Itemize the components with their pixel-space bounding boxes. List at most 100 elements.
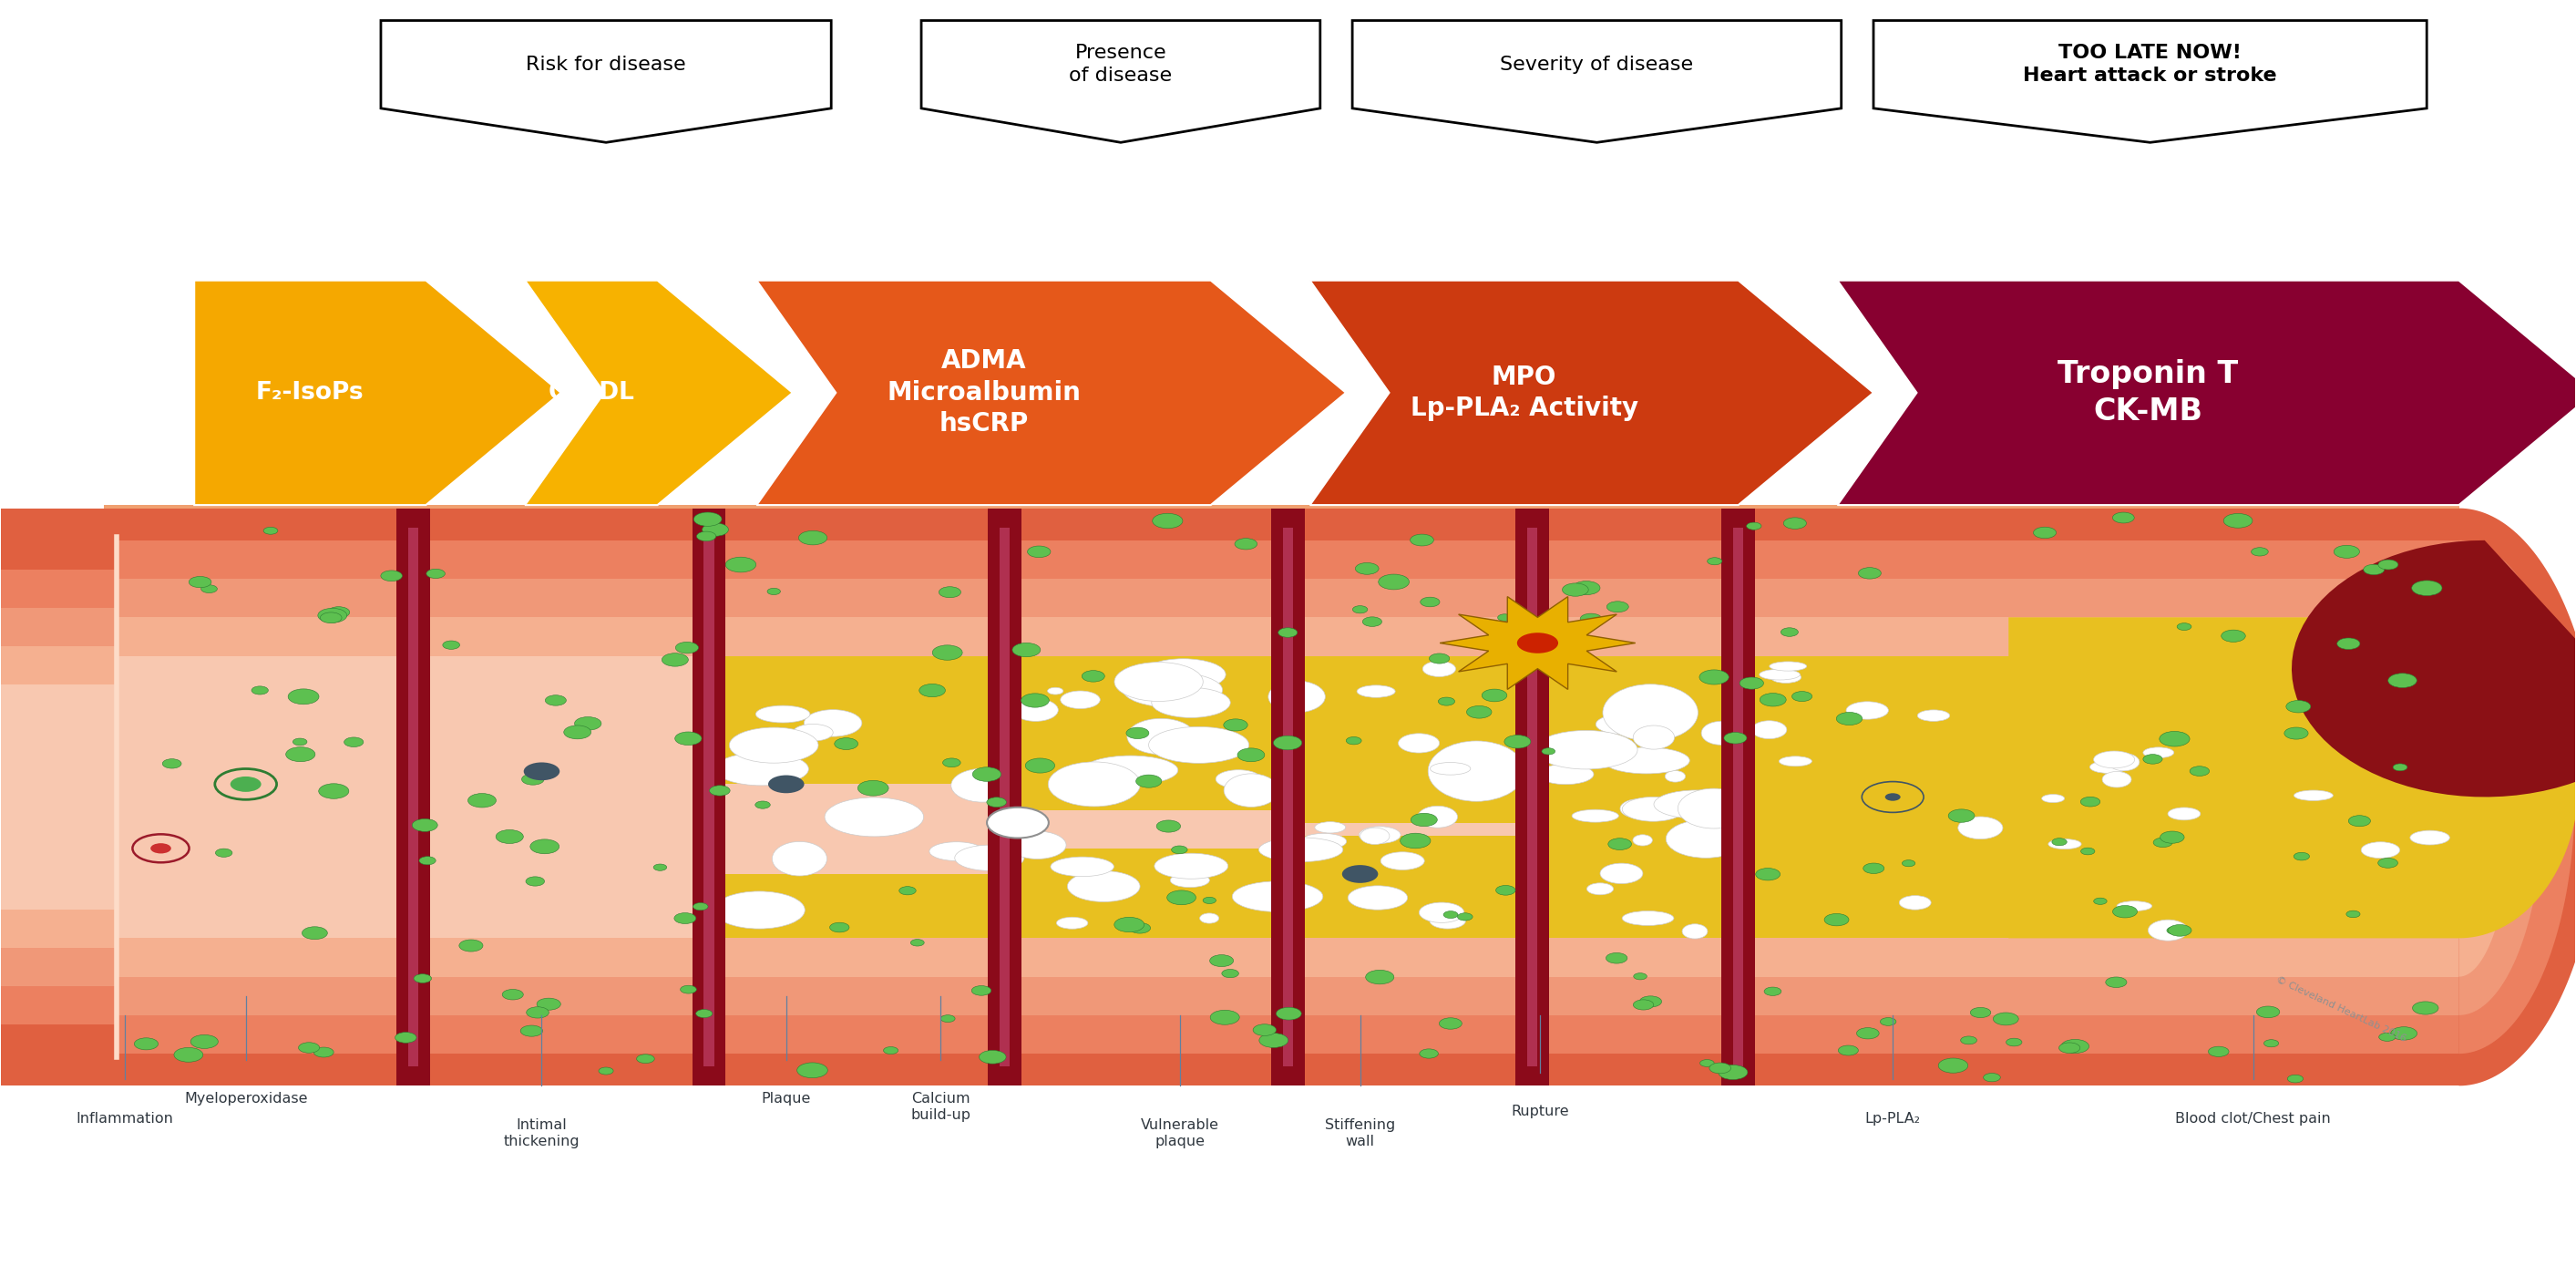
Circle shape [1224,719,1247,730]
Circle shape [2336,638,2360,649]
Polygon shape [2460,579,2545,1015]
Circle shape [2053,838,2066,846]
Circle shape [598,1067,613,1075]
Circle shape [564,725,590,739]
Ellipse shape [1066,871,1141,901]
FancyBboxPatch shape [0,579,2460,1015]
FancyBboxPatch shape [1734,527,1744,1066]
Circle shape [1365,970,1394,984]
Circle shape [1419,1049,1437,1058]
Circle shape [319,783,348,799]
Circle shape [2169,925,2192,936]
Circle shape [2391,1026,2416,1040]
Ellipse shape [1600,863,1643,883]
Ellipse shape [714,891,804,928]
Circle shape [294,738,307,746]
Circle shape [1167,890,1195,905]
Text: Inflammation: Inflammation [77,1111,173,1125]
Circle shape [1157,820,1180,832]
Ellipse shape [1056,917,1087,928]
Circle shape [675,913,696,923]
Circle shape [933,646,963,660]
Ellipse shape [2107,754,2141,770]
Circle shape [1638,997,1662,1007]
Circle shape [829,922,850,932]
Ellipse shape [2094,751,2136,768]
Circle shape [216,849,232,856]
Text: Risk for disease: Risk for disease [526,55,685,73]
Circle shape [327,607,350,617]
Polygon shape [2460,540,2576,1053]
Circle shape [1710,1062,1731,1074]
Polygon shape [526,280,793,505]
Ellipse shape [1705,829,1741,840]
Circle shape [2058,1043,2079,1053]
FancyBboxPatch shape [1533,823,1739,939]
Polygon shape [193,280,562,505]
Ellipse shape [1654,790,1739,818]
Ellipse shape [716,752,809,786]
Circle shape [1747,522,1762,530]
Ellipse shape [1051,856,1113,877]
Circle shape [2112,905,2138,918]
FancyBboxPatch shape [397,508,430,1085]
Circle shape [523,763,559,781]
FancyBboxPatch shape [708,656,1005,784]
Ellipse shape [1007,831,1066,859]
Polygon shape [1837,280,2576,505]
Circle shape [526,877,544,886]
Ellipse shape [1571,809,1618,822]
Ellipse shape [1535,730,1638,769]
Ellipse shape [1899,895,1932,909]
Circle shape [654,864,667,871]
Ellipse shape [1123,673,1224,707]
Circle shape [1278,628,1298,638]
Circle shape [1378,575,1409,589]
Ellipse shape [793,724,832,741]
Circle shape [799,531,827,545]
Ellipse shape [2169,808,2200,820]
Circle shape [1128,923,1151,934]
Ellipse shape [2043,795,2063,802]
Text: Rupture: Rupture [1512,1105,1569,1119]
Circle shape [1401,833,1430,849]
Circle shape [1579,613,1602,624]
Text: Calcium
build-up: Calcium build-up [909,1092,971,1123]
Circle shape [2285,701,2311,712]
Polygon shape [381,21,832,143]
Text: OxLDL: OxLDL [549,381,634,405]
FancyBboxPatch shape [407,527,417,1066]
Circle shape [2007,1038,2022,1047]
Ellipse shape [1847,702,1888,719]
Circle shape [1937,1058,1968,1073]
Ellipse shape [1151,688,1231,718]
Circle shape [693,512,721,526]
Ellipse shape [2117,901,2151,910]
Circle shape [1837,712,1862,725]
Circle shape [531,840,559,854]
Text: Myeloperoxidase: Myeloperoxidase [183,1092,307,1106]
Polygon shape [1440,597,1636,689]
Circle shape [536,998,562,1010]
Circle shape [188,576,211,588]
Circle shape [1497,615,1512,621]
Circle shape [1984,1074,2002,1082]
Circle shape [162,759,180,768]
Circle shape [1824,913,1850,926]
Circle shape [1355,563,1378,575]
Text: MPO
Lp-PLA₂ Activity: MPO Lp-PLA₂ Activity [1409,364,1638,422]
Circle shape [1273,736,1301,750]
Ellipse shape [1314,822,1345,833]
Circle shape [1430,653,1450,664]
Ellipse shape [1587,736,1615,747]
Ellipse shape [1360,827,1401,844]
Circle shape [1947,809,1976,822]
Circle shape [2081,847,2094,855]
Circle shape [1497,885,1515,895]
Circle shape [1025,759,1054,773]
Circle shape [1481,689,1507,702]
Polygon shape [2009,617,2576,939]
Circle shape [662,653,688,666]
Circle shape [884,1047,899,1055]
Ellipse shape [1958,817,2002,838]
